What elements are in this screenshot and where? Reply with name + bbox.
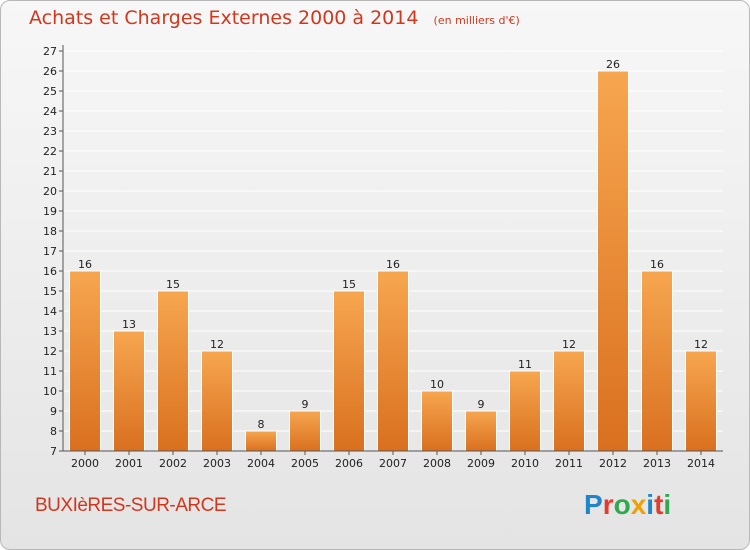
y-tick-label: 9 bbox=[50, 405, 57, 418]
y-tick-label: 16 bbox=[43, 265, 57, 278]
logo-letter: x bbox=[630, 489, 647, 520]
x-tick-label-2010: 2010 bbox=[511, 457, 539, 470]
bar-2001 bbox=[113, 330, 145, 452]
value-label-2006: 15 bbox=[342, 278, 356, 291]
y-tick-label: 7 bbox=[50, 445, 57, 458]
x-tick-label-2012: 2012 bbox=[599, 457, 627, 470]
y-tick-label: 27 bbox=[43, 45, 57, 58]
logo-letter: t bbox=[654, 489, 664, 520]
value-label-2013: 16 bbox=[650, 258, 664, 271]
value-label-2005: 9 bbox=[302, 398, 309, 411]
y-tick-label: 13 bbox=[43, 325, 57, 338]
commune-name: BUXIèRES-SUR-ARCE bbox=[35, 495, 227, 516]
bar-2010 bbox=[509, 370, 541, 452]
y-tick-label: 10 bbox=[43, 385, 57, 398]
bar-2006 bbox=[333, 290, 365, 452]
value-label-2010: 11 bbox=[518, 358, 532, 371]
axes: 7 8 9 10 11 12 13 14 15 16 17 18 19 20 21 22 23 24 25 26 27 2… bbox=[43, 45, 723, 470]
value-label-2009: 9 bbox=[478, 398, 485, 411]
chart-unit: (en milliers d'€) bbox=[433, 14, 520, 27]
y-tick-label: 8 bbox=[50, 425, 57, 438]
bar-2005 bbox=[289, 410, 321, 452]
bar-2012 bbox=[597, 70, 629, 452]
value-label-2004: 8 bbox=[258, 418, 265, 431]
bar-2008 bbox=[421, 390, 453, 452]
x-tick-label-2000: 2000 bbox=[71, 457, 99, 470]
x-tick-label-2005: 2005 bbox=[291, 457, 319, 470]
y-tick-label: 24 bbox=[43, 105, 57, 118]
value-label-2012: 26 bbox=[606, 58, 620, 71]
value-label-2001: 13 bbox=[122, 318, 136, 331]
x-tick-label-2008: 2008 bbox=[423, 457, 451, 470]
x-tick-label-2004: 2004 bbox=[247, 457, 275, 470]
bar-2009 bbox=[465, 410, 497, 452]
y-tick-label: 17 bbox=[43, 245, 57, 258]
bar-2014 bbox=[685, 350, 717, 452]
x-tick-label-2001: 2001 bbox=[115, 457, 143, 470]
y-tick-label: 26 bbox=[43, 65, 57, 78]
logo-letter: o bbox=[613, 489, 631, 520]
value-label-2007: 16 bbox=[386, 258, 400, 271]
value-label-2014: 12 bbox=[694, 338, 708, 351]
title-row: Achats et Charges Externes 2000 à 2014 (… bbox=[29, 7, 520, 29]
bar-2000 bbox=[69, 270, 101, 452]
y-tick-label: 20 bbox=[43, 185, 57, 198]
bar-2007 bbox=[377, 270, 409, 452]
y-tick-label: 23 bbox=[43, 125, 57, 138]
y-tick-label: 18 bbox=[43, 225, 57, 238]
y-tick-label: 25 bbox=[43, 85, 57, 98]
y-tick-label: 12 bbox=[43, 345, 57, 358]
value-label-2011: 12 bbox=[562, 338, 576, 351]
bar-2004 bbox=[245, 430, 277, 452]
x-tick-label-2002: 2002 bbox=[159, 457, 187, 470]
x-tick-label-2009: 2009 bbox=[467, 457, 495, 470]
x-tick-label-2011: 2011 bbox=[555, 457, 583, 470]
logo-letter: i bbox=[663, 489, 672, 520]
value-label-2003: 12 bbox=[210, 338, 224, 351]
y-tick-label: 11 bbox=[43, 365, 57, 378]
y-tick-label: 19 bbox=[43, 205, 57, 218]
value-label-2000: 16 bbox=[78, 258, 92, 271]
bars: 16 13 15 12 8 9 15 16 10 9 11 12 26 16 12 bbox=[69, 58, 717, 452]
chart-title: Achats et Charges Externes 2000 à 2014 bbox=[29, 7, 419, 29]
x-tick-label-2013: 2013 bbox=[643, 457, 671, 470]
bar-2011 bbox=[553, 350, 585, 452]
logo-letter: i bbox=[646, 489, 655, 520]
x-tick-label-2006: 2006 bbox=[335, 457, 363, 470]
proxiti-logo: Proxiti bbox=[584, 489, 671, 521]
x-tick-label-2014: 2014 bbox=[687, 457, 715, 470]
logo-letter: P bbox=[584, 489, 603, 520]
y-tick-label: 14 bbox=[43, 305, 57, 318]
y-tick-label: 22 bbox=[43, 145, 57, 158]
logo-letter: r bbox=[602, 489, 614, 520]
x-tick-label-2007: 2007 bbox=[379, 457, 407, 470]
bar-2002 bbox=[157, 290, 189, 452]
value-label-2002: 15 bbox=[166, 278, 180, 291]
x-tick-label-2003: 2003 bbox=[203, 457, 231, 470]
bar-2003 bbox=[201, 350, 233, 452]
y-tick-label: 21 bbox=[43, 165, 57, 178]
bar-2013 bbox=[641, 270, 673, 452]
y-tick-label: 15 bbox=[43, 285, 57, 298]
value-label-2008: 10 bbox=[430, 378, 444, 391]
